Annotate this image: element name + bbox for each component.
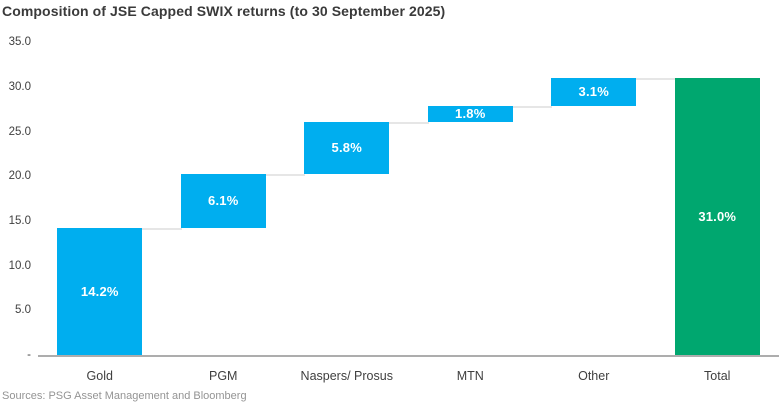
bar-value-label: 6.1%	[208, 193, 239, 209]
waterfall-connector-line	[141, 228, 182, 231]
y-axis-tick-label: 35.0	[8, 36, 31, 49]
waterfall-connector-line	[635, 77, 676, 80]
y-axis-tick-label: 15.0	[8, 214, 31, 227]
y-axis-tick-label: -	[27, 349, 31, 361]
bar-naspers-prosus: 5.8%	[304, 121, 390, 174]
bar-value-label: 5.8%	[331, 140, 362, 156]
bar-total: 31.0%	[674, 77, 760, 355]
waterfall-connector-line	[511, 105, 553, 108]
x-axis-baseline	[38, 355, 779, 357]
x-axis-category-label: Gold	[86, 369, 113, 383]
bar-value-label: 3.1%	[578, 84, 609, 100]
chart-title: Composition of JSE Capped SWIX returns (…	[2, 3, 446, 19]
x-axis-category-label: Naspers/ Prosus	[300, 369, 393, 383]
bar-value-label: 14.2%	[80, 284, 119, 300]
x-axis-category-label: Other	[578, 369, 610, 383]
y-axis-tick-label: 25.0	[8, 125, 31, 138]
x-axis-category-label: MTN	[456, 369, 484, 383]
bar-gold: 14.2%	[57, 228, 143, 355]
bar-mtn: 1.8%	[427, 105, 513, 122]
source-note: Sources: PSG Asset Management and Bloomb…	[2, 390, 247, 402]
y-axis-tick-label: 20.0	[8, 170, 31, 183]
waterfall-connector-line	[264, 173, 306, 176]
bar-other: 3.1%	[551, 77, 637, 106]
bar-pgm: 6.1%	[180, 173, 266, 229]
y-axis-tick-label: 5.0	[15, 304, 31, 317]
x-axis-category-label: Total	[704, 369, 731, 383]
x-axis-category-label: PGM	[209, 369, 238, 383]
bar-value-label: 31.0%	[698, 208, 737, 224]
bar-value-label: 1.8%	[455, 106, 486, 122]
y-axis-tick-label: 10.0	[8, 259, 31, 272]
y-axis-tick-label: 30.0	[8, 80, 31, 93]
waterfall-connector-line	[388, 121, 429, 124]
